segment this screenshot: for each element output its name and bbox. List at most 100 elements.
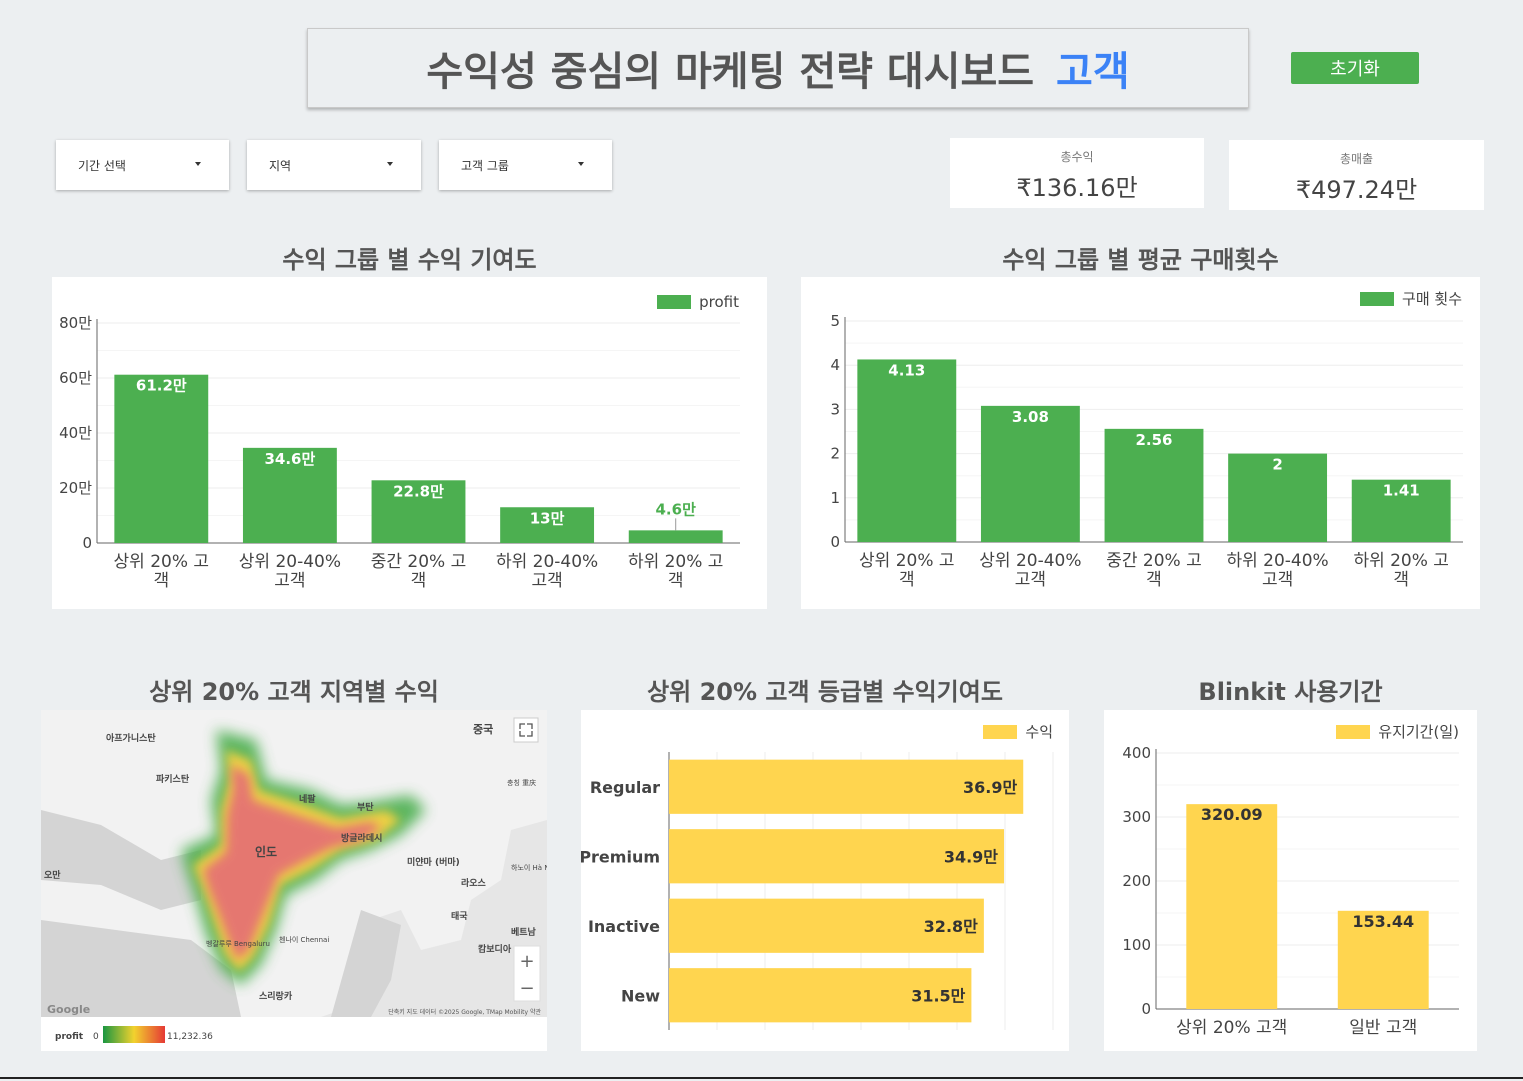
profit-contrib-legend[interactable]: profit [657, 293, 739, 311]
region-filter-dropdown[interactable]: 지역 [247, 140, 421, 190]
x-tick-label: 상위 20% 고 [859, 551, 955, 571]
usage-period-legend[interactable]: 유지기간(일) [1336, 721, 1459, 742]
heat-legend-max: 11,232.36 [167, 1032, 213, 1042]
y-tick-label: 60만 [59, 369, 92, 387]
zoom-out-button[interactable]: − [519, 978, 534, 999]
period-filter-dropdown[interactable]: 기간 선택 [56, 140, 229, 190]
india-heatmap[interactable]: 아프가니스탄 파키스탄 중국 네팔 부탄 방글라데시 인도 미얀마 (버마) 라… [41, 710, 556, 1051]
grade-contrib-title: 상위 20% 고객 등급별 수익기여도 [647, 678, 1003, 706]
zoom-in-button[interactable]: + [519, 951, 534, 972]
bar [1186, 804, 1278, 1009]
x-tick-label: 중간 20% 고 [1106, 551, 1202, 571]
y-tick-label: 300 [1122, 808, 1151, 826]
bar [628, 530, 723, 543]
reset-button[interactable]: 초기화 [1291, 52, 1419, 84]
chevron-down-icon [578, 162, 584, 166]
data-label: 4.6만 [656, 500, 697, 518]
data-label: 1.41 [1383, 482, 1420, 500]
google-logo: Google [47, 1003, 90, 1016]
data-label: 32.8만 [924, 917, 978, 936]
x-tick-label: 객 [411, 571, 427, 591]
bar [500, 507, 595, 543]
bar [1104, 428, 1204, 542]
grade-contrib-svg: 36.9만 Regular 34.9만 Premium 32.8만 Inactive 31.… [579, 752, 1054, 1030]
map-label-afghanistan: 아프가니스탄 [106, 732, 156, 744]
profit-contrib-chart: profit 0 20만 40만 60만 80만 61.2만 상위 20% 고 객 34.6만 상… [52, 277, 767, 609]
y-tick-label: 0 [830, 533, 840, 551]
map-sea [41, 810, 201, 910]
x-tick-label: 객 [1393, 570, 1409, 590]
x-tick-label: 객 [668, 571, 684, 591]
map-label-laos: 라오스 [461, 877, 487, 889]
map-label-myanmar: 미얀마 (버마) [407, 856, 460, 868]
x-tick-label: 객 [1146, 570, 1162, 590]
bar [669, 898, 984, 953]
map-sea [331, 910, 401, 1017]
customer-group-filter-dropdown[interactable]: 고객 그룹 [439, 140, 612, 190]
avg-purchases-legend[interactable]: 구매 횟수 [1360, 288, 1462, 309]
y-tick-label: Regular [590, 778, 660, 797]
y-tick-label: 20만 [59, 479, 92, 497]
zoom-controls [513, 945, 541, 1002]
data-label: 2.56 [1135, 431, 1172, 449]
x-tick-label: 상위 20-40% [239, 552, 341, 572]
y-tick-label: 3 [830, 400, 840, 418]
map-label-chennai: 첸나이 Chennai [279, 935, 329, 944]
legend-label: 구매 횟수 [1402, 290, 1462, 308]
map-label-oman: 오만 [44, 869, 61, 881]
total-profit-value: ₹136.16만 [1016, 174, 1138, 202]
legend-label: profit [699, 293, 739, 311]
map-label-thailand: 태국 [451, 910, 468, 922]
x-tick-label: 하위 20% 고 [1353, 551, 1449, 571]
bar [242, 447, 337, 543]
region-filter-label: 지역 [269, 158, 292, 173]
data-label: 153.44 [1352, 912, 1414, 931]
bar [371, 480, 466, 543]
heat-legend-gradient [103, 1026, 165, 1043]
y-tick-label: Inactive [588, 917, 660, 936]
x-tick-label: 고객 [1262, 570, 1293, 590]
chevron-down-icon [387, 162, 393, 166]
y-tick-label: 0 [1141, 1000, 1151, 1018]
heat-legend-field: profit [55, 1032, 84, 1042]
map-label-cambodia: 캄보디아 [478, 943, 512, 955]
usage-period-chart: 유지기간(일) 0 100 200 300 400 320.09 상위 20% 고객 153.… [1104, 710, 1477, 1051]
data-label: 34.6만 [264, 450, 315, 468]
y-tick-label: 100 [1122, 936, 1151, 954]
bar [669, 829, 1005, 884]
x-tick-label: 고객 [274, 571, 305, 591]
map-label-pakistan: 파키스탄 [156, 773, 190, 785]
legend-swatch [1336, 724, 1371, 739]
y-tick-label: 80만 [59, 314, 92, 332]
legend-swatch [1360, 291, 1395, 306]
bar [857, 359, 957, 542]
data-label: 34.9만 [944, 847, 998, 866]
chevron-down-icon [195, 162, 201, 166]
grade-contrib-legend[interactable]: 수익 [983, 721, 1053, 742]
x-tick-label: 고객 [1015, 570, 1046, 590]
data-label: 22.8만 [393, 482, 444, 500]
y-tick-label: 0 [82, 534, 92, 552]
map-label-bengaluru: 벵갈루루 Bengaluru [206, 939, 270, 948]
total-profit-scorecard: 총수익 ₹136.16만 [950, 138, 1204, 208]
heat-legend-min: 0 [93, 1032, 99, 1042]
total-sales-value: ₹497.24만 [1295, 176, 1418, 204]
data-label: 31.5만 [911, 986, 965, 1005]
data-label: 3.08 [1012, 408, 1049, 426]
avg-purchases-title: 수익 그룹 별 평균 구매횟수 [1002, 246, 1279, 274]
legend-swatch [983, 724, 1018, 739]
legend-swatch [657, 295, 692, 309]
map-label-bangladesh: 방글라데시 [341, 832, 382, 844]
dashboard-title-accent: 고객 [1056, 49, 1130, 95]
y-tick-label: 400 [1122, 744, 1151, 762]
x-tick-label: 상위 20% 고 [114, 552, 210, 572]
page-bottom-border [0, 1077, 1523, 1079]
map-attribution[interactable]: 단축키 지도 데이터 ©2025 Google, TMap Mobility 약… [388, 1008, 541, 1016]
bar [1337, 910, 1429, 1009]
grade-contrib-chart: 수익 36.9만 Regular 34.9만 Premium 32.8만 Inactive… [579, 710, 1069, 1051]
x-tick-label: 하위 20% 고 [628, 552, 724, 572]
map-label-chongqing: 충칭 重庆 [507, 778, 536, 787]
fullscreen-button[interactable] [513, 717, 539, 743]
